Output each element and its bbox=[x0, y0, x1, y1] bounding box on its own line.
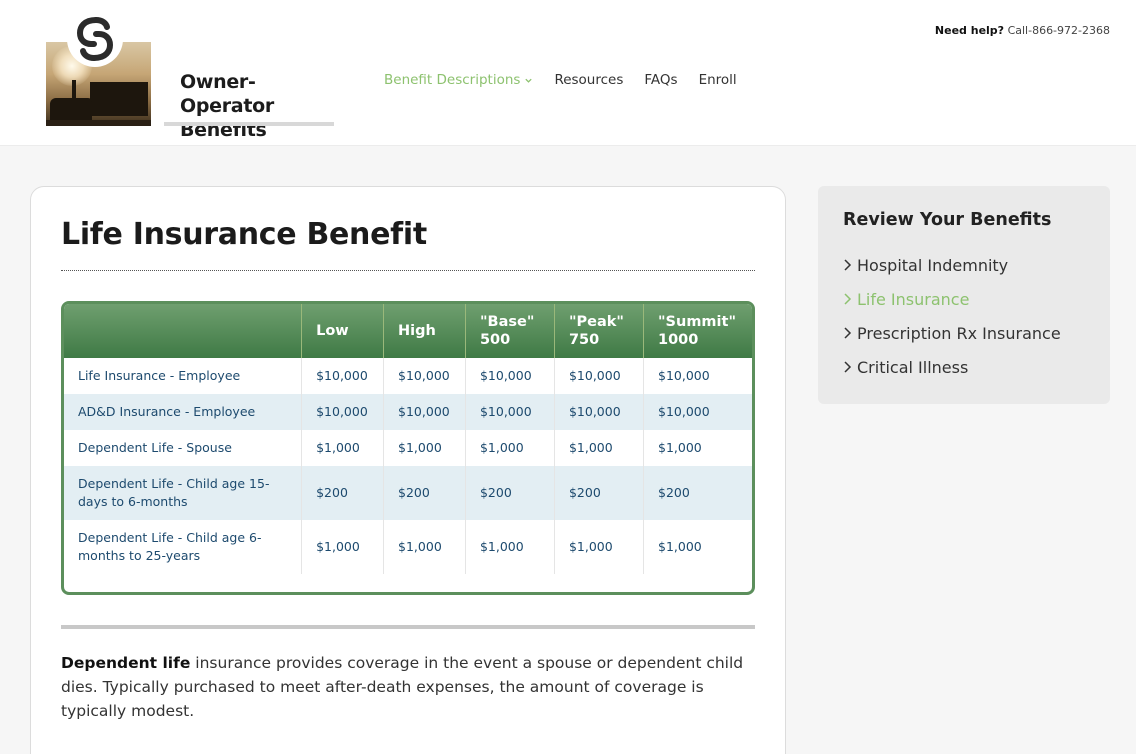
table-cell: $1,000 bbox=[464, 520, 555, 574]
logo-text-line1: Owner-Operator bbox=[180, 71, 274, 117]
header-base-label: "Base" 500 bbox=[479, 314, 535, 348]
header-peak-label: "Peak" 750 bbox=[568, 314, 624, 348]
nav-resources[interactable]: Resources bbox=[554, 72, 624, 88]
page-title: Life Insurance Benefit bbox=[61, 217, 427, 252]
sidebar-item-life-insurance[interactable]: Life Insurance bbox=[842, 282, 1061, 316]
table-cell: $200 bbox=[383, 466, 466, 520]
title-divider bbox=[61, 270, 755, 271]
review-benefits-sidebar: Review Your Benefits Hospital Indemnity … bbox=[818, 186, 1110, 404]
table-header-cell bbox=[64, 304, 302, 358]
site-logo[interactable]: Owner-Operator Benefits bbox=[46, 10, 336, 141]
benefit-table: Low High "Base" 500 "Peak" 750 "Summit" … bbox=[64, 304, 752, 574]
table-cell: $1,000 bbox=[301, 520, 384, 574]
sidebar-item-prescription-rx[interactable]: Prescription Rx Insurance bbox=[842, 316, 1061, 350]
table-cell: $200 bbox=[643, 466, 752, 520]
help-contact: Need help? Call-866-972-2368 bbox=[935, 24, 1110, 37]
help-label: Need help? bbox=[934, 24, 1005, 37]
sidebar-item-label: Hospital Indemnity bbox=[857, 255, 1009, 275]
description-text: insurance provides coverage in the event… bbox=[61, 654, 744, 720]
section-divider bbox=[61, 625, 755, 629]
table-cell: $1,000 bbox=[301, 430, 384, 466]
logo-underline bbox=[164, 122, 334, 126]
table-cell: AD&D Insurance - Employee bbox=[64, 394, 302, 430]
nav-benefit-descriptions-label: Benefit Descriptions bbox=[384, 72, 521, 88]
logo-chain-icon bbox=[67, 11, 123, 67]
sidebar-item-label: Prescription Rx Insurance bbox=[857, 323, 1061, 343]
sidebar-item-hospital-indemnity[interactable]: Hospital Indemnity bbox=[842, 248, 1061, 282]
table-cell: Dependent Life - Child age 15-days to 6-… bbox=[64, 466, 302, 520]
sidebar-item-critical-illness[interactable]: Critical Illness bbox=[842, 350, 1061, 384]
table-cell: $10,000 bbox=[383, 358, 466, 394]
nav-enroll[interactable]: Enroll bbox=[698, 72, 737, 88]
sidebar-item-label: Critical Illness bbox=[857, 357, 969, 377]
table-cell: $10,000 bbox=[643, 358, 752, 394]
sidebar-title: Review Your Benefits bbox=[843, 210, 1052, 230]
sidebar-item-label: Life Insurance bbox=[857, 289, 970, 309]
table-header-cell: "Summit" 1000 bbox=[643, 304, 752, 358]
table-cell: $200 bbox=[464, 466, 555, 520]
chevron-right-icon bbox=[844, 293, 852, 305]
table-row: AD&D Insurance - Employee $10,000 $10,00… bbox=[64, 394, 752, 430]
chevron-down-icon bbox=[525, 78, 533, 83]
table-cell: $1,000 bbox=[643, 520, 752, 574]
table-header-cell: "Peak" 750 bbox=[553, 304, 644, 358]
site-header: Owner-Operator Benefits Benefit Descript… bbox=[0, 0, 1136, 146]
nav-faqs[interactable]: FAQs bbox=[644, 72, 678, 88]
table-cell: $10,000 bbox=[301, 358, 384, 394]
table-cell: $10,000 bbox=[383, 394, 466, 430]
chevron-right-icon bbox=[844, 327, 852, 339]
description-paragraph: Dependent life insurance provides covera… bbox=[61, 651, 761, 723]
table-header-cell: "Base" 500 bbox=[464, 304, 555, 358]
table-cell: $10,000 bbox=[464, 394, 555, 430]
table-cell: Dependent Life - Child age 6-months to 2… bbox=[78, 530, 262, 563]
main-nav: Benefit Descriptions Resources FAQs Enro… bbox=[384, 72, 758, 88]
table-cell: $10,000 bbox=[464, 358, 555, 394]
table-cell: $1,000 bbox=[643, 430, 752, 466]
table-header-cell: Low bbox=[301, 304, 384, 358]
table-cell: $10,000 bbox=[553, 358, 644, 394]
chevron-right-icon bbox=[844, 361, 852, 373]
table-row: Dependent Life - Spouse $1,000 $1,000 $1… bbox=[64, 430, 752, 466]
table-cell: $10,000 bbox=[301, 394, 384, 430]
description-bold-term: Dependent life bbox=[61, 654, 191, 672]
table-cell: Life Insurance - Employee bbox=[78, 368, 241, 383]
chevron-right-icon bbox=[844, 259, 852, 271]
table-cell: $200 bbox=[301, 466, 384, 520]
logo-text: Owner-Operator Benefits bbox=[180, 70, 336, 142]
table-cell: $10,000 bbox=[553, 394, 644, 430]
table-cell: Dependent Life - Spouse bbox=[78, 440, 232, 455]
help-phone-link[interactable]: Call-866-972-2368 bbox=[1007, 24, 1110, 37]
table-cell: $1,000 bbox=[553, 430, 644, 466]
table-row: Life Insurance - Employee $10,000 $10,00… bbox=[64, 358, 752, 394]
table-cell: $10,000 bbox=[643, 394, 752, 430]
table-cell: $1,000 bbox=[464, 430, 555, 466]
table-header-row: Low High "Base" 500 "Peak" 750 "Summit" … bbox=[64, 304, 752, 358]
nav-benefit-descriptions[interactable]: Benefit Descriptions bbox=[384, 72, 533, 88]
table-row: Dependent Life - Child age 6-months to 2… bbox=[64, 520, 752, 574]
benefit-table-container: Low High "Base" 500 "Peak" 750 "Summit" … bbox=[61, 301, 755, 595]
table-cell: $1,000 bbox=[553, 520, 644, 574]
sidebar-list: Hospital Indemnity Life Insurance Prescr… bbox=[842, 248, 1061, 384]
table-cell: $200 bbox=[553, 466, 644, 520]
table-header-cell: High bbox=[383, 304, 466, 358]
table-row: Dependent Life - Child age 15-days to 6-… bbox=[64, 466, 752, 520]
table-cell: $1,000 bbox=[383, 430, 466, 466]
table-cell: $1,000 bbox=[383, 520, 466, 574]
header-summit-label: "Summit" 1000 bbox=[658, 314, 736, 348]
main-content-card: Life Insurance Benefit Low High "Base" 5… bbox=[30, 186, 786, 754]
